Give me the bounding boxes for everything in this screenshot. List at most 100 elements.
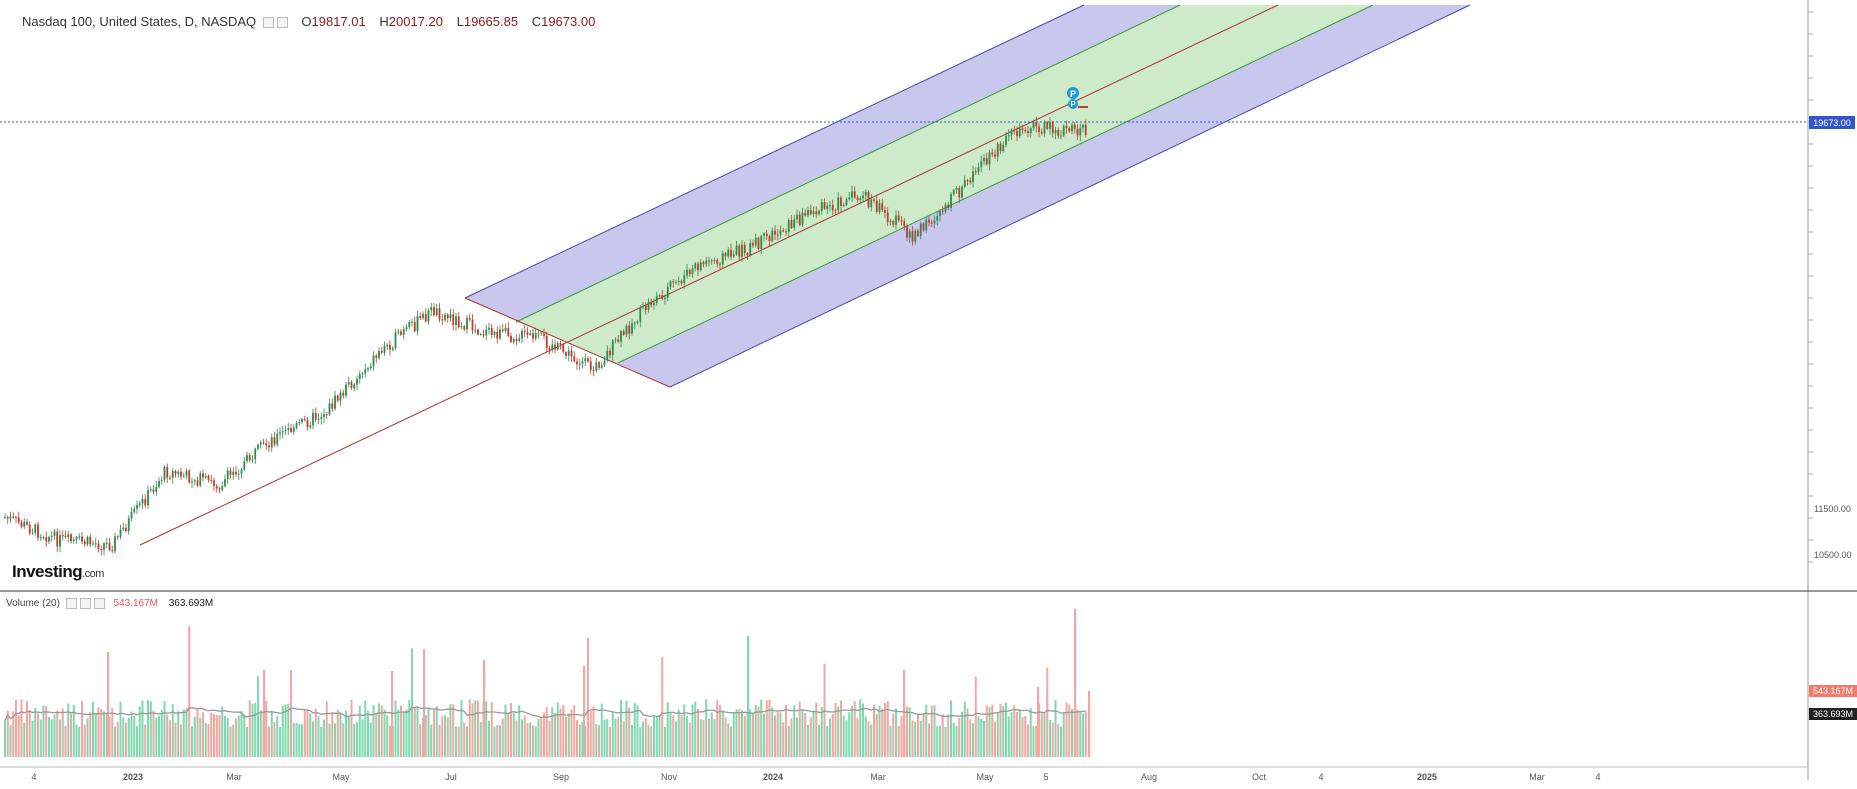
candle-body	[738, 245, 741, 257]
candle-body	[504, 327, 507, 332]
volume-bar	[446, 717, 449, 757]
candle-body	[895, 215, 897, 225]
volume-bar	[67, 703, 70, 757]
current-price-tag[interactable]: 19673.00	[1809, 116, 1855, 129]
volume-bar	[1029, 707, 1032, 757]
candle-body	[229, 470, 232, 476]
volume-bar	[650, 726, 653, 757]
volume-bar	[180, 724, 182, 757]
candle-body	[1029, 128, 1032, 134]
volume-bar	[939, 725, 941, 757]
time-axis[interactable]: 4 2023 Mar May Jul Sep Nov 2024 Mar May 5 Aug Oct 4 20…	[31, 772, 1600, 782]
open-value: 19817.01	[311, 14, 366, 29]
candle-body	[930, 222, 933, 224]
candle-body	[56, 531, 59, 547]
volume-series[interactable]	[4, 609, 1091, 757]
volume-title[interactable]: Volume (20)	[6, 598, 60, 610]
candle-body	[776, 234, 779, 236]
volume-bar	[683, 704, 686, 757]
volume-bar	[644, 718, 647, 757]
volume-bar	[105, 712, 108, 757]
candle-body	[427, 310, 430, 322]
symbol-title[interactable]: Nasdaq 100, United States, D, NASDAQ	[22, 14, 257, 29]
volume-bar	[408, 700, 411, 757]
candle-body	[416, 316, 419, 332]
volume-bar	[386, 715, 389, 757]
volume-bar	[653, 716, 655, 757]
candle-body	[1051, 122, 1054, 134]
candle-body	[97, 543, 100, 550]
volume-bar	[221, 706, 224, 757]
volume-bar	[438, 725, 441, 757]
volume-bar	[900, 716, 903, 757]
candle-body	[977, 167, 980, 173]
volume-bar	[358, 705, 361, 757]
volume-bar	[463, 722, 466, 757]
pitchfork-upper-line[interactable]	[464, 4, 1085, 299]
volume-bar	[955, 725, 958, 757]
candle-body	[166, 466, 169, 478]
volume-close-icon[interactable]	[93, 598, 105, 609]
volume-bar	[941, 714, 944, 757]
time-tick-label: May	[976, 772, 994, 782]
volume-bar	[952, 722, 955, 757]
candle-body	[768, 236, 771, 242]
hide-icon[interactable]	[276, 17, 288, 29]
candle-body	[479, 334, 482, 336]
candle-body	[122, 527, 125, 530]
candle-body	[1068, 128, 1071, 132]
candle-body	[969, 180, 972, 183]
candle-body	[991, 152, 994, 155]
time-tick-label: Sep	[553, 772, 569, 782]
candle-body	[985, 157, 988, 165]
candle-body	[933, 220, 936, 224]
candle-body	[900, 220, 903, 222]
volume-bar	[540, 718, 543, 757]
candle-body	[358, 373, 361, 379]
pitchfork-lower-line[interactable]	[669, 4, 1471, 388]
volume-bar	[59, 719, 61, 757]
volume-bar	[697, 708, 699, 757]
candle-body	[1002, 144, 1005, 152]
candle-body	[908, 231, 911, 238]
time-tick-label: 4	[1595, 772, 1600, 782]
candle-body	[710, 260, 713, 262]
candle-body	[878, 203, 881, 212]
candle-body	[39, 537, 42, 539]
candle-body	[853, 191, 856, 198]
candle-body	[202, 473, 204, 478]
volume-bar	[999, 703, 1002, 757]
candlestick-series[interactable]	[4, 106, 1088, 556]
pitchfork-median-line[interactable]	[139, 4, 1279, 546]
candle-body	[664, 297, 666, 299]
candle-body	[903, 221, 906, 227]
pitchfork-inner-band[interactable]	[516, 5, 1373, 363]
settings-icon[interactable]	[262, 17, 274, 29]
candle-body	[647, 301, 650, 310]
pitchfork-anchor-marker[interactable]: P P	[1067, 87, 1079, 109]
volume-bar	[353, 723, 356, 757]
volume-bar	[859, 699, 862, 757]
pitchfork-inner-lower[interactable]	[617, 4, 1374, 364]
volume-bar	[837, 706, 840, 757]
candle-body	[158, 480, 160, 487]
candle-body	[763, 233, 765, 236]
candle-body	[831, 205, 834, 211]
volume-bar	[840, 700, 842, 757]
candle-body	[1076, 128, 1079, 136]
candle-body	[1049, 122, 1051, 129]
candle-body	[771, 230, 774, 242]
low-value: 19665.85	[463, 14, 519, 29]
candle-body	[672, 281, 675, 283]
volume-bar	[31, 720, 34, 757]
candle-body	[207, 475, 210, 480]
candle-body	[642, 305, 644, 308]
volume-bar	[226, 718, 229, 757]
candle-body	[309, 425, 312, 428]
candle-body	[17, 517, 20, 523]
candle-body	[697, 263, 699, 271]
pitchfork-inner-upper[interactable]	[515, 4, 1181, 323]
volume-hide-icon[interactable]	[79, 598, 91, 609]
volume-settings-icon[interactable]	[65, 598, 77, 609]
